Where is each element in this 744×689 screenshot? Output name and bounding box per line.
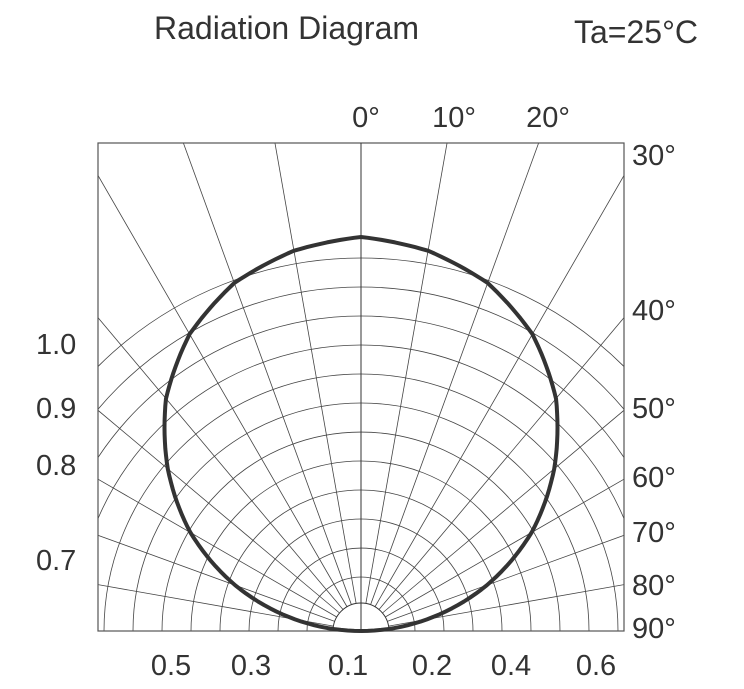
radial-line: [98, 174, 348, 607]
angle-label-right: 30°: [632, 140, 676, 172]
radial-line: [378, 316, 624, 610]
radial-line: [98, 534, 335, 622]
angle-label-right: 40°: [632, 295, 676, 327]
intensity-curve-group: [162, 235, 560, 633]
radial-line: [374, 174, 624, 607]
temperature-condition: Ta=25°C: [574, 14, 698, 50]
angle-label-right: 90°: [632, 613, 676, 645]
radial-line: [387, 534, 624, 622]
angle-label-top: 10°: [432, 102, 476, 134]
radial-line: [98, 316, 344, 610]
left-scale-label: 1.0: [36, 329, 76, 361]
angle-label-top: 0°: [352, 102, 380, 134]
angle-label-top: 20°: [526, 102, 570, 134]
bottom-scale-label: 0.2: [412, 650, 452, 682]
angle-label-right: 60°: [632, 462, 676, 494]
left-scale-label: 0.7: [36, 545, 76, 577]
radial-line: [385, 478, 624, 618]
bottom-scale-label: 0.1: [328, 650, 368, 682]
bottom-scale-label: 0.5: [151, 650, 191, 682]
angle-label-right: 80°: [632, 570, 676, 602]
radial-line: [98, 584, 334, 627]
left-scale-label: 0.9: [36, 393, 76, 425]
angle-label-right: 50°: [632, 393, 676, 425]
radial-line: [182, 143, 352, 605]
radial-line: [382, 409, 624, 614]
angle-label-right: 70°: [632, 517, 676, 549]
intensity-curve: [162, 235, 560, 633]
radial-line: [98, 409, 340, 614]
left-scale-label: 0.8: [36, 450, 76, 482]
radial-line: [98, 478, 337, 618]
bottom-scale-label: 0.3: [231, 650, 271, 682]
bottom-scale-label: 0.4: [491, 650, 531, 682]
axis-labels: 0° 10° 20° 30° 40° 50° 60° 70° 80° 90° 1.0 0.9 0.8 0.…: [36, 102, 676, 682]
chart-title: Radiation Diagram: [154, 10, 420, 46]
bottom-scale-label: 0.6: [576, 650, 616, 682]
radial-line: [274, 143, 357, 604]
radial-line: [365, 143, 448, 604]
radial-line: [388, 584, 624, 627]
radial-line: [370, 143, 540, 605]
